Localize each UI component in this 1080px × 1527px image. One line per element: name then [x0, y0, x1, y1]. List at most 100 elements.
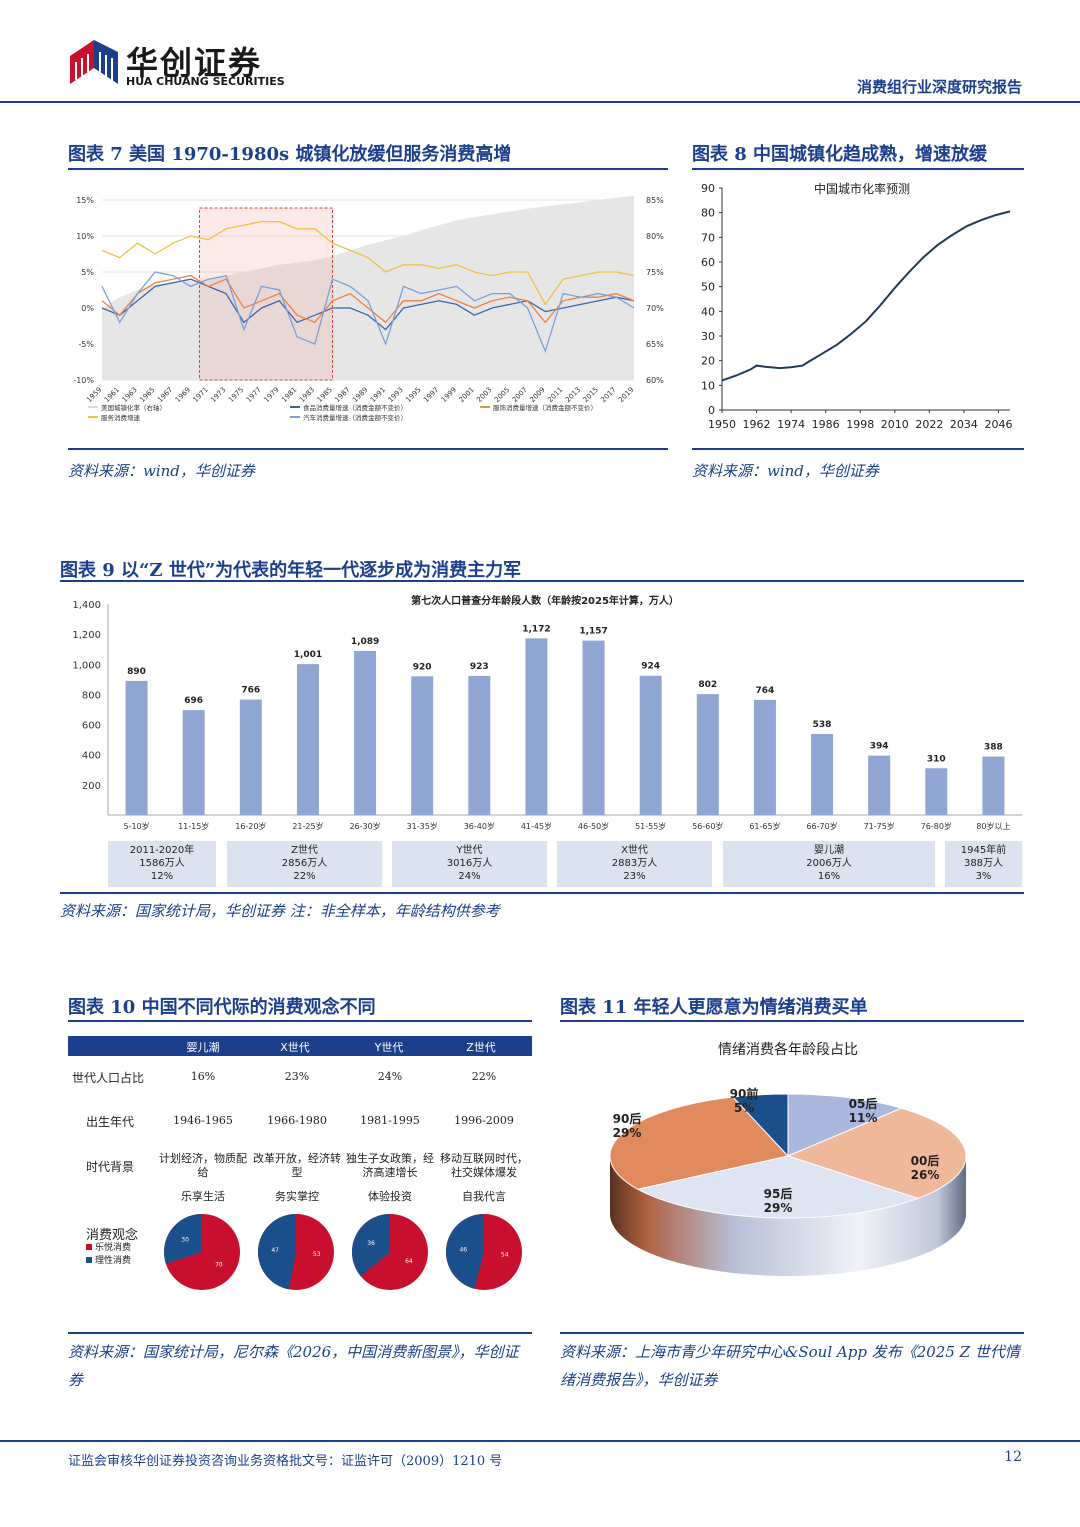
fig11-pie-side — [610, 1156, 966, 1276]
fig8-y-tick: 0 — [708, 404, 715, 417]
fig10-share-cell: 24% — [377, 1070, 403, 1083]
fig7-series-line — [101, 278, 635, 331]
fig7-series-urbanization-area — [102, 195, 634, 380]
fig9-bar — [582, 640, 605, 815]
legend-swatch — [86, 1244, 92, 1250]
fig9-bar — [182, 710, 205, 815]
fig8-title: 图表 8 中国城镇化趋成熟，增速放缓 — [692, 144, 988, 165]
fig9-bar — [868, 755, 891, 815]
fig10-header-cell: Z世代 — [466, 1041, 496, 1054]
fig7-yright-tick: 65% — [646, 340, 664, 349]
fig10-share-cell: 22% — [471, 1070, 497, 1083]
legend-label: 乐悦消费 — [95, 1243, 132, 1253]
fig8-y-tick: 20 — [701, 355, 715, 368]
fig9-y-tick: 400 — [82, 751, 101, 762]
brand-name-cn: 华创证券 — [126, 44, 263, 82]
fig9-x-tick: 31-35岁 — [407, 821, 438, 831]
fig10-motto-cell: 体验投资 — [368, 1190, 412, 1203]
fig7-yleft-tick: 10% — [76, 232, 94, 241]
fig9-y-tick: 1,400 — [72, 600, 101, 611]
fig9-group-box: Y世代 3016万人 24% — [392, 841, 547, 887]
group-share: 22% — [293, 871, 316, 882]
fig9-bar — [411, 676, 434, 815]
legend-label: 理性消费 — [95, 1256, 132, 1266]
group-share: 16% — [817, 871, 841, 882]
fig11-slice-name: 90后 — [613, 1111, 642, 1126]
fig11-slice-value: 29% — [764, 1201, 793, 1215]
group-count: 388万人 — [963, 858, 1004, 869]
fig10-pie-label: 47 — [271, 1247, 279, 1254]
fig8-y-tick: 50 — [701, 281, 715, 294]
fig7-series-line — [101, 274, 635, 324]
fig7-rule — [68, 168, 668, 170]
fig7-x-tick: 2015 — [582, 386, 600, 404]
fig10-background-cell: 独生子女政策，经济高速增长 — [346, 1152, 434, 1179]
fig11-rule — [560, 1020, 1024, 1022]
fig8-y-tick: 30 — [701, 330, 715, 343]
fig10-header-cell: 婴儿潮 — [186, 1041, 220, 1054]
fig7-yright-tick: 85% — [646, 196, 664, 205]
fig7-x-tick: 2009 — [528, 386, 546, 404]
legend-item: 乐悦消费 — [86, 1242, 131, 1255]
fig8-rule — [692, 168, 1024, 170]
fig9-group-box: 1945年前 388万人 3% — [945, 841, 1022, 887]
fig10-pies: 30 70 47 53 36 64 46 54 — [164, 1214, 522, 1290]
fig9-bar — [753, 699, 776, 815]
fig7-yleft-tick: -5% — [78, 340, 94, 349]
fig9-x-tick: 16-20岁 — [235, 821, 266, 831]
fig7-x-tick: 2017 — [599, 386, 617, 404]
fig10-source: 资料来源：国家统计局，尼尔森《2026，中国消费新图景》，华创证券 — [68, 1343, 519, 1389]
fig10-rule — [68, 1020, 532, 1022]
fig11-source: 资料来源：上海市青少年研究中心&Soul App 发布《2025 Z 世代情绪消… — [560, 1343, 1020, 1389]
fig10-motto-cell: 务实掌控 — [275, 1190, 319, 1203]
fig7-legend-label: 服饰消费量增速（消费金额不变价） — [493, 403, 597, 412]
fig9-bar — [639, 675, 662, 815]
fig9-value-label: 394 — [870, 742, 889, 752]
fig7-x-tick: 1995 — [404, 386, 422, 404]
group-share: 24% — [458, 871, 481, 882]
fig7-x-tick: 1981 — [280, 386, 298, 404]
fig8-chart-title: 中国城市化率预测 — [814, 181, 910, 196]
fig7-x-tick: 2005 — [493, 386, 511, 404]
fig9-value-label: 890 — [127, 667, 146, 677]
fig10-birth-cell: 1966-1980 — [267, 1114, 327, 1127]
brand-logo — [68, 38, 120, 86]
fig9-x-tick: 21-25岁 — [292, 821, 323, 831]
group-count: 2856万人 — [281, 858, 328, 869]
fig7-x-tick: 1959 — [85, 386, 103, 404]
legend-swatch — [86, 1257, 92, 1263]
fig9-bar — [925, 768, 948, 815]
fig10-header-cell: X世代 — [280, 1041, 310, 1054]
fig11-slice-name: 00后 — [911, 1153, 940, 1168]
fig9-value-label: 924 — [641, 662, 660, 672]
brand-name-en: HUA CHUANG SECURITIES — [126, 75, 285, 88]
fig10-header-cell: Y世代 — [374, 1041, 404, 1054]
fig9-chart: 200 400 600 800 1,000 1,200 1,400 890 5-10岁 696 11… — [72, 594, 1022, 831]
footer-license: 证监会审核华创证券投资咨询业务资格批文号：证监许可（2009）1210 号 — [68, 1454, 503, 1469]
fig9-x-tick: 66-70岁 — [806, 821, 837, 831]
fig11-bottom-rule — [560, 1332, 1024, 1334]
fig7-yleft-tick: -10% — [73, 376, 94, 385]
fig7-legend-label: 汽车消费量增速（消费金额不变价） — [303, 413, 407, 422]
fig11-slice-name: 90前 — [730, 1086, 759, 1101]
fig8-x-tick: 2034 — [950, 418, 978, 431]
fig7-legend-label: 服务消费增速 — [101, 413, 141, 422]
fig9-x-tick: 5-10岁 — [123, 821, 149, 831]
fig10-birth-cell: 1946-1965 — [173, 1114, 233, 1127]
fig9-bar — [239, 699, 262, 815]
fig8-y-tick: 80 — [701, 207, 715, 220]
fig10-row-label: 消费观念 — [86, 1228, 139, 1243]
group-count: 2006万人 — [806, 858, 852, 869]
fig9-x-tick: 76-80岁 — [921, 821, 952, 831]
group-label: Z世代 — [291, 845, 318, 856]
fig7-yright-tick: 70% — [646, 304, 664, 313]
fig10-pie-blue — [258, 1214, 296, 1290]
fig9-bar — [696, 694, 719, 815]
fig7-x-tick: 1999 — [440, 386, 458, 404]
fig7-x-tick: 1983 — [298, 386, 316, 404]
fig10-background-cell: 计划经济，物质配给 — [159, 1152, 247, 1179]
fig11-pie-slice — [787, 1093, 903, 1157]
fig7-legend-label: 食品消费量增速（消费金额不变价） — [303, 403, 407, 412]
fig8-y-tick: 90 — [701, 182, 715, 195]
